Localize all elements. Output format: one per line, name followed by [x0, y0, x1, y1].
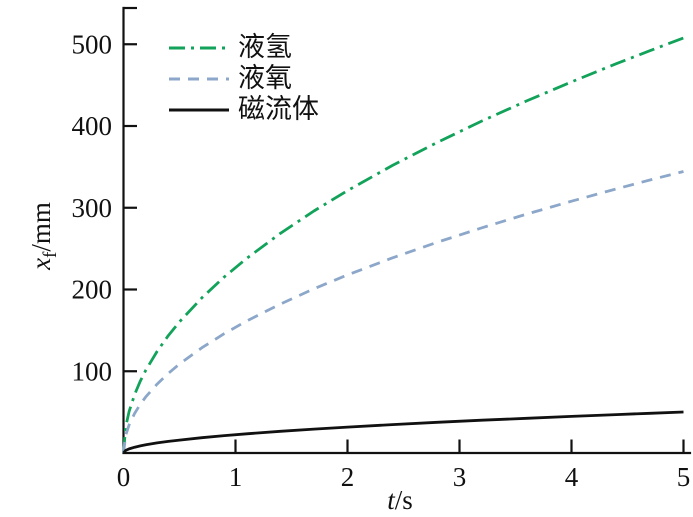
x-tick-label: 2	[341, 462, 355, 492]
y-tick-label: 500	[72, 29, 113, 59]
origin-label: 0	[117, 462, 131, 492]
x-tick-label: 1	[229, 462, 243, 492]
series-line-liquid-oxygen	[122, 170, 684, 454]
legend-item-liquid-oxygen: 液氧	[168, 63, 319, 94]
y-tick-label: 100	[72, 356, 113, 386]
legend-item-ferrofluid: 磁流体	[168, 94, 319, 125]
x-axis-label: t/s	[387, 485, 413, 515]
legend-label: 磁流体	[238, 94, 319, 124]
y-tick-label: 300	[72, 193, 113, 223]
legend-label: 液氧	[238, 63, 292, 93]
legend-label: 液氢	[238, 32, 292, 62]
dash-dot-line-icon	[169, 46, 229, 49]
x-tick-label: 3	[453, 462, 467, 492]
legend: 液氢 液氧 磁流体	[168, 32, 319, 125]
x-tick-label: 4	[565, 462, 579, 492]
dashed-line-icon	[169, 77, 229, 80]
y-tick-label: 200	[72, 275, 113, 305]
solid-line-icon	[169, 108, 229, 111]
y-tick-label: 400	[72, 111, 113, 141]
series-line-liquid-hydrogen	[122, 36, 684, 454]
legend-item-liquid-hydrogen: 液氢	[168, 32, 319, 63]
x-tick-label: 5	[677, 462, 691, 492]
series-line-ferrofluid	[122, 410, 684, 454]
y-axis-label: xf/mm	[26, 202, 61, 271]
